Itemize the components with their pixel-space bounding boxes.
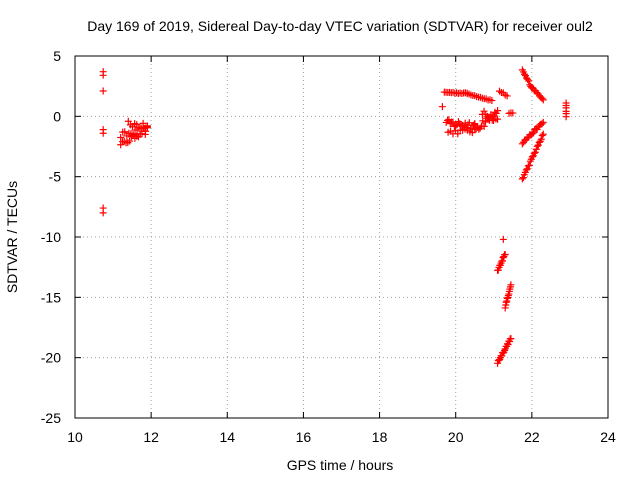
x-tick-label: 12 [143, 429, 159, 445]
data-point [520, 70, 528, 78]
data-point [507, 281, 515, 289]
data-point [562, 113, 570, 121]
data-point [528, 153, 536, 161]
data-point [99, 209, 107, 217]
grid-lines [75, 56, 608, 418]
y-axis-label: SDTVAR / TECUs [4, 181, 20, 293]
data-point [99, 87, 107, 95]
y-tick-label: -25 [41, 410, 61, 426]
chart-title: Day 169 of 2019, Sidereal Day-to-day VTE… [87, 18, 593, 34]
y-tick-label: -10 [41, 229, 61, 245]
data-point [501, 346, 509, 354]
data-point [518, 140, 526, 148]
data-point [499, 235, 507, 243]
data-point [500, 348, 508, 356]
data-point [126, 137, 134, 145]
data-point [525, 161, 533, 169]
data-points [99, 66, 570, 367]
data-point [539, 96, 547, 104]
x-axis-label: GPS time / hours [287, 457, 394, 473]
x-tick-label: 20 [448, 429, 464, 445]
x-tick-label: 24 [600, 429, 616, 445]
data-point [498, 257, 506, 265]
data-point [518, 175, 526, 183]
y-tick-label: 0 [53, 108, 61, 124]
data-point [504, 341, 512, 349]
data-point [522, 166, 530, 174]
data-point [509, 109, 517, 117]
data-point [537, 135, 545, 143]
data-point [99, 71, 107, 79]
data-point [530, 149, 538, 157]
data-point [490, 112, 498, 120]
data-point [133, 130, 141, 138]
data-point [525, 77, 533, 85]
data-point [141, 130, 149, 138]
x-tick-labels: 10 12 14 16 18 20 22 24 [67, 429, 616, 445]
y-tick-label: -20 [41, 350, 61, 366]
data-point [480, 107, 488, 115]
data-point [143, 123, 151, 131]
data-point [523, 165, 531, 173]
x-tick-label: 18 [372, 429, 388, 445]
data-point [524, 75, 532, 83]
x-tick-label: 14 [219, 429, 235, 445]
data-point [124, 139, 132, 147]
data-point [438, 103, 446, 111]
data-point [507, 335, 515, 343]
x-tick-label: 10 [67, 429, 83, 445]
plot-frame [74, 55, 609, 419]
data-point [528, 130, 536, 138]
data-point [531, 148, 539, 156]
y-tick-label: 5 [53, 48, 61, 64]
x-tick-label: 22 [524, 429, 540, 445]
x-tick-label: 16 [296, 429, 312, 445]
y-tick-label: -15 [41, 289, 61, 305]
data-point [539, 130, 547, 138]
y-tick-labels: -25 -20 -15 -10 -5 0 5 [41, 48, 61, 426]
data-point [501, 250, 509, 258]
y-tick-label: -5 [49, 169, 62, 185]
data-point [117, 134, 125, 142]
data-point [533, 142, 541, 150]
data-point [488, 97, 496, 105]
data-point [139, 119, 147, 127]
data-point [539, 118, 547, 126]
data-point [99, 129, 107, 137]
data-point [494, 115, 502, 123]
data-point [538, 132, 546, 140]
data-point [538, 94, 546, 102]
data-point [469, 121, 477, 129]
data-point [503, 92, 511, 100]
data-point [482, 118, 489, 126]
axis-ticks [74, 55, 609, 419]
data-point [480, 122, 488, 130]
data-point [121, 128, 129, 136]
data-point [129, 132, 137, 140]
data-point [533, 126, 541, 134]
data-point [532, 145, 540, 153]
data-point [465, 119, 473, 127]
data-point [124, 117, 132, 125]
data-point [494, 107, 502, 115]
data-point [538, 120, 546, 128]
data-point [454, 130, 462, 138]
data-point [529, 129, 537, 137]
